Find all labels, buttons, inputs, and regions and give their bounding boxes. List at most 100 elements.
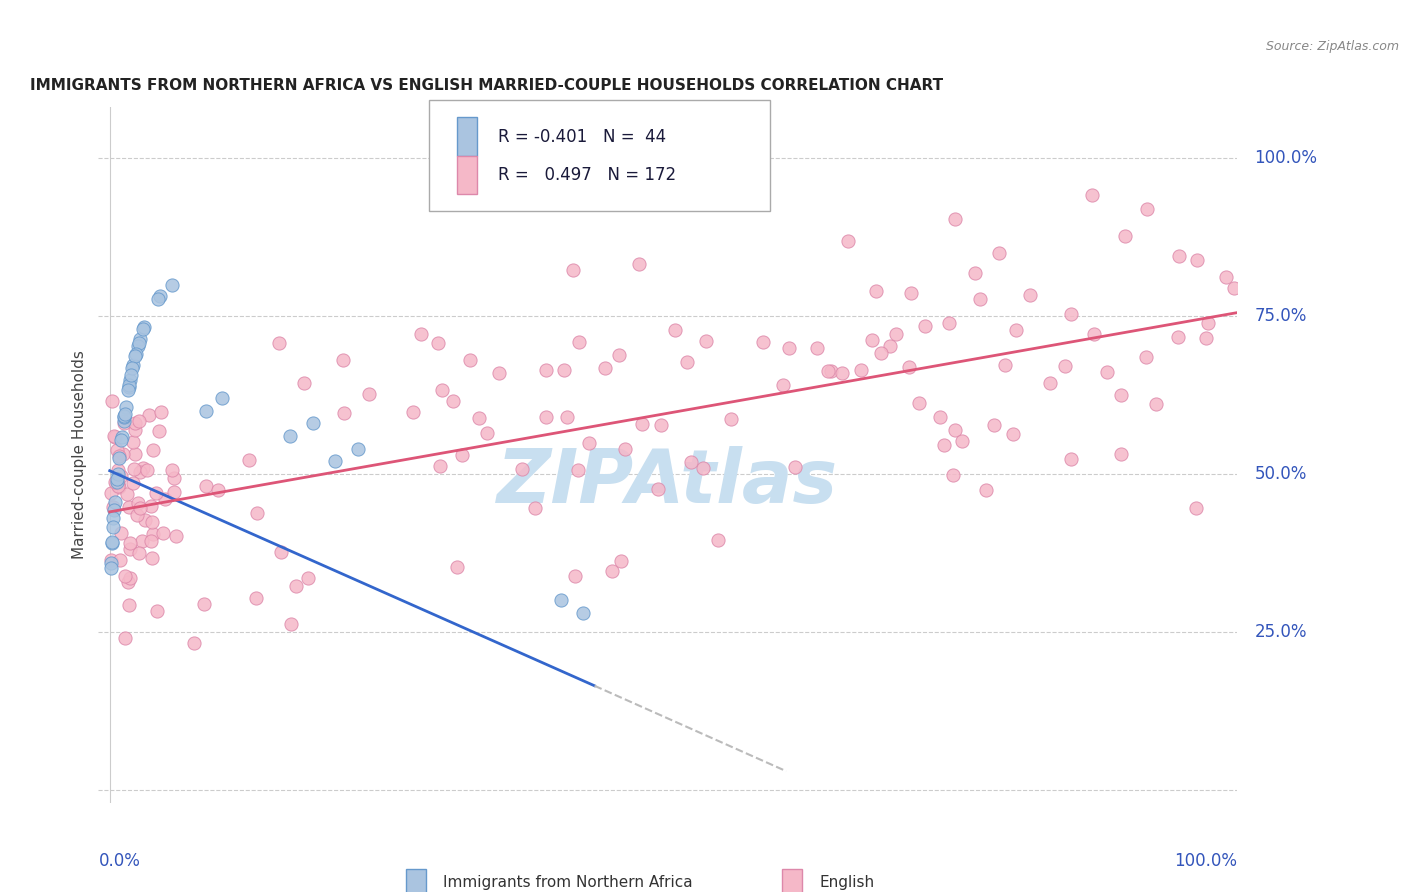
Point	[1144, 397, 1167, 411]
Point	[468, 411, 491, 425]
Point	[107, 475, 129, 490]
Point	[148, 292, 170, 306]
Text: 100.0%: 100.0%	[1254, 149, 1317, 167]
Point	[945, 423, 967, 437]
Point	[110, 525, 132, 540]
Point	[820, 363, 842, 377]
Point	[942, 468, 965, 483]
Point	[285, 579, 308, 593]
Point	[752, 335, 775, 350]
Point	[1222, 281, 1244, 295]
Point	[607, 348, 630, 362]
Point	[110, 430, 132, 444]
Point	[145, 485, 167, 500]
Point	[118, 598, 141, 612]
Point	[246, 506, 269, 520]
Point	[101, 519, 124, 533]
Point	[112, 409, 135, 424]
Point	[510, 462, 533, 476]
Point	[142, 442, 165, 457]
Point	[898, 360, 921, 375]
Point	[122, 435, 145, 450]
Point	[600, 564, 623, 578]
Point	[107, 467, 129, 481]
Point	[934, 438, 956, 452]
Point	[475, 426, 498, 441]
Point	[100, 553, 122, 567]
Point	[124, 447, 146, 461]
Point	[280, 616, 302, 631]
Point	[118, 379, 141, 393]
Point	[681, 455, 703, 469]
Point	[1081, 188, 1104, 202]
Point	[1109, 447, 1132, 461]
Point	[100, 556, 122, 570]
Point	[114, 407, 136, 421]
Point	[131, 534, 153, 549]
Point	[817, 364, 839, 378]
Point	[1167, 330, 1189, 344]
Point	[100, 560, 122, 574]
Point	[988, 246, 1011, 260]
FancyBboxPatch shape	[429, 100, 770, 211]
Point	[536, 363, 558, 377]
Point	[1197, 316, 1219, 330]
Point	[1195, 330, 1218, 344]
Point	[460, 352, 482, 367]
Point	[134, 513, 156, 527]
Point	[675, 355, 697, 369]
Point	[1215, 270, 1237, 285]
Point	[128, 335, 150, 350]
Point	[534, 409, 557, 424]
Point	[1039, 376, 1062, 391]
Point	[553, 363, 575, 377]
Point	[100, 534, 122, 549]
Point	[124, 349, 146, 363]
Point	[695, 334, 717, 348]
Point	[929, 409, 952, 424]
Point	[870, 345, 893, 359]
Point	[1184, 500, 1206, 515]
Point	[211, 391, 233, 405]
Point	[108, 450, 131, 465]
Point	[402, 405, 425, 419]
Point	[117, 383, 139, 397]
Point	[943, 211, 966, 226]
Point	[127, 496, 149, 510]
Text: 25.0%: 25.0%	[1254, 623, 1306, 641]
Point	[103, 503, 125, 517]
Text: R = -0.401   N =  44: R = -0.401 N = 44	[498, 128, 666, 145]
Point	[292, 376, 315, 391]
Point	[772, 378, 794, 392]
Point	[141, 551, 163, 566]
Point	[103, 500, 125, 514]
Point	[524, 501, 547, 516]
Point	[121, 361, 143, 376]
Point	[245, 591, 267, 606]
Point	[593, 361, 616, 376]
Point	[152, 526, 174, 541]
Point	[1095, 365, 1118, 379]
Point	[267, 335, 290, 350]
Point	[124, 417, 146, 431]
Point	[112, 409, 135, 424]
Point	[301, 417, 323, 431]
Point	[112, 417, 135, 431]
Point	[1167, 249, 1189, 263]
Point	[900, 285, 922, 300]
Point	[1005, 323, 1028, 337]
Point	[1060, 307, 1083, 321]
FancyBboxPatch shape	[782, 869, 801, 892]
Point	[103, 511, 125, 525]
Point	[107, 449, 129, 463]
Point	[631, 417, 654, 432]
Point	[163, 470, 186, 484]
Point	[568, 335, 591, 350]
Point	[914, 318, 936, 333]
Point	[647, 482, 669, 496]
Point	[142, 526, 165, 541]
Point	[1109, 388, 1132, 402]
Point	[183, 636, 205, 650]
Point	[120, 373, 142, 387]
Point	[664, 323, 686, 337]
